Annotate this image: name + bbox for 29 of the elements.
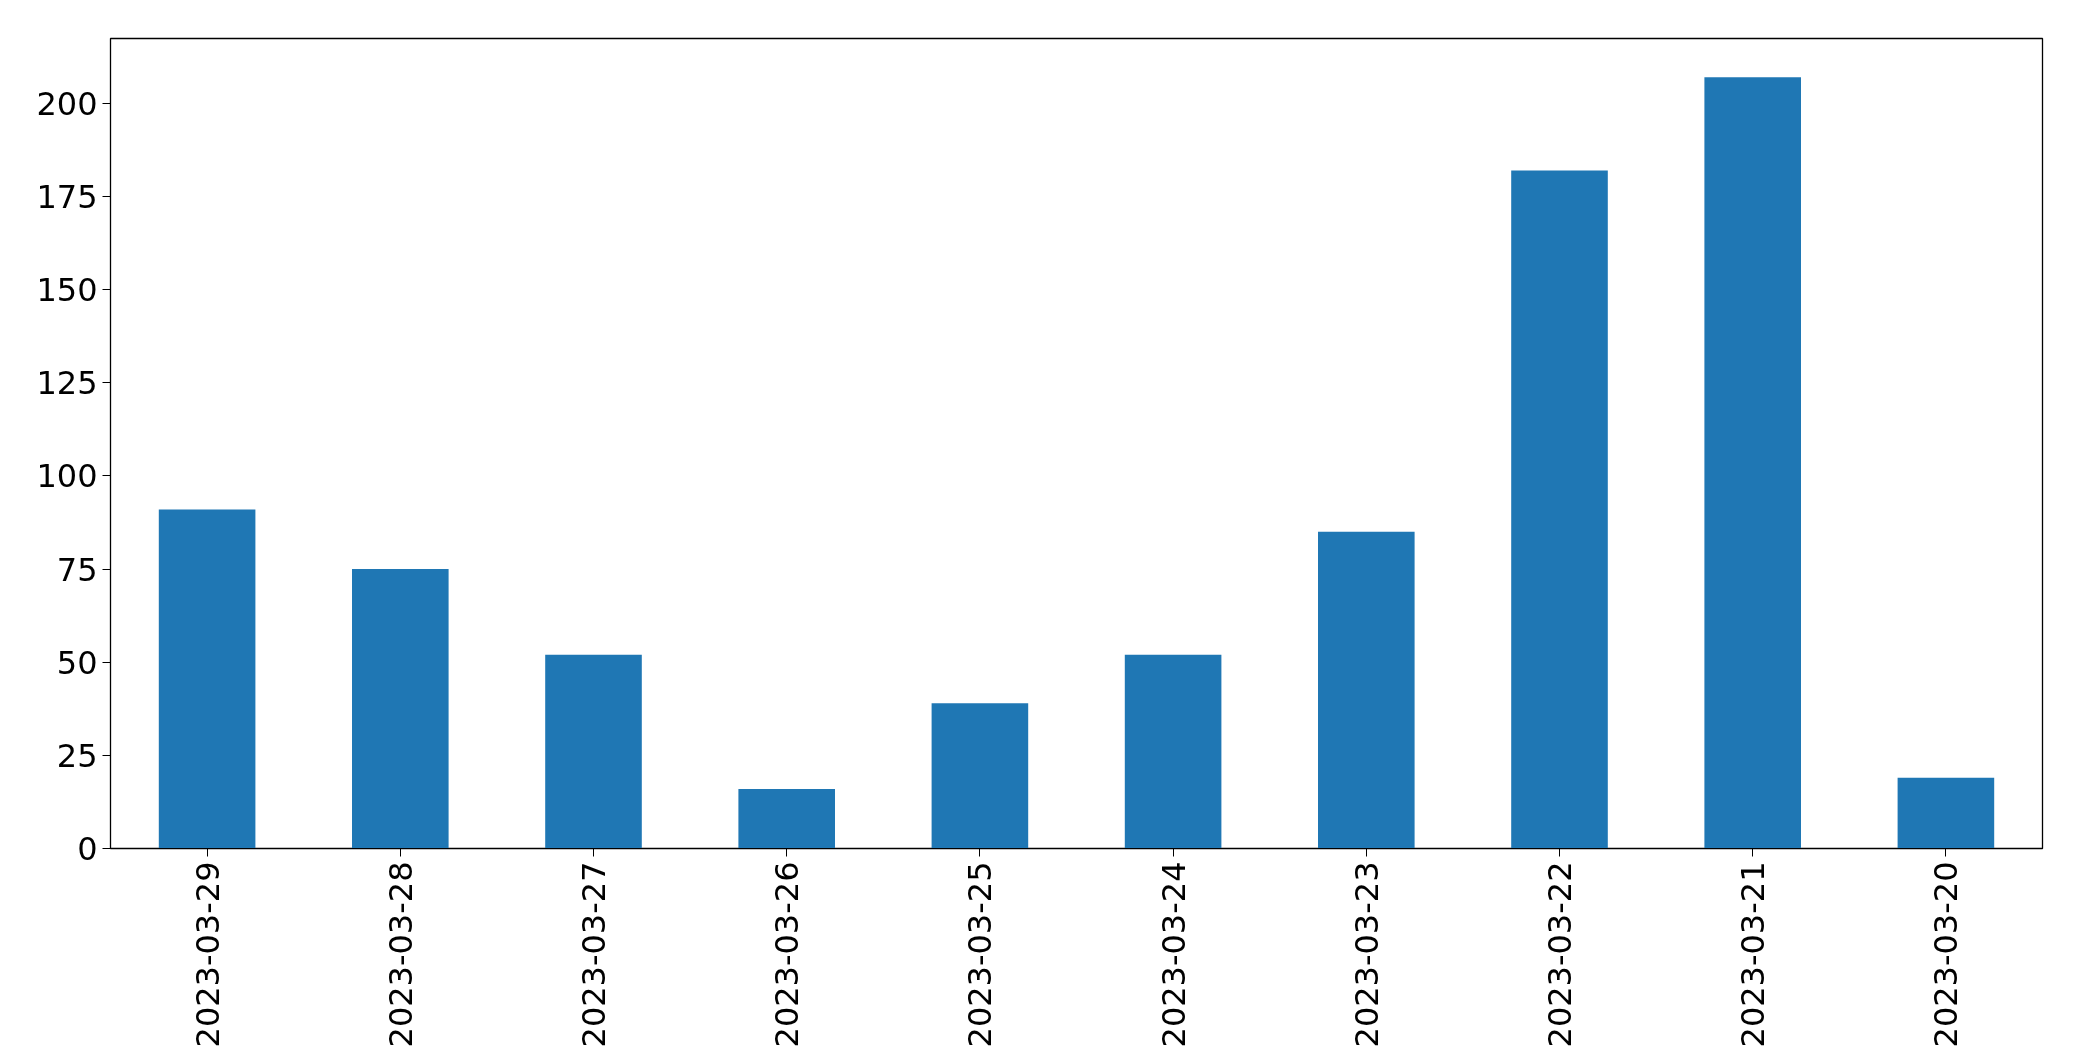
x-tick-label: 2023-03-23 [1347, 861, 1386, 1048]
x-tick-label: 2023-03-26 [768, 861, 807, 1048]
y-tick-label: 25 [56, 736, 98, 775]
bar [1124, 654, 1222, 849]
bar [158, 509, 256, 849]
bar [352, 569, 449, 849]
bar [1511, 170, 1608, 849]
x-tick-label: 2023-03-28 [381, 861, 420, 1048]
x-tick-label: 2023-03-21 [1734, 861, 1773, 1048]
x-tick-label: 2023-03-24 [1154, 861, 1193, 1048]
bar [1318, 531, 1415, 849]
x-tick-label: 2023-03-27 [575, 861, 613, 1048]
y-tick-label: 0 [77, 830, 98, 868]
x-tick-label: 2023-03-25 [961, 861, 1000, 1048]
bar [738, 788, 835, 849]
y-tick-label: 175 [36, 177, 98, 216]
x-tick-label: 2023-03-20 [1927, 861, 1966, 1048]
y-tick-label: 50 [56, 643, 98, 682]
x-tick-label: 2023-03-29 [188, 861, 227, 1048]
y-tick-label: 150 [36, 271, 98, 310]
y-tick-label: 200 [36, 84, 98, 123]
y-tick-label: 125 [36, 364, 98, 403]
bar [931, 703, 1029, 849]
x-tick-label: 2023-03-22 [1541, 861, 1579, 1048]
bar [1897, 777, 1995, 849]
bar [1704, 77, 1801, 849]
y-tick-label: 75 [56, 550, 98, 589]
y-tick-label: 100 [36, 457, 98, 496]
bar [545, 654, 642, 849]
